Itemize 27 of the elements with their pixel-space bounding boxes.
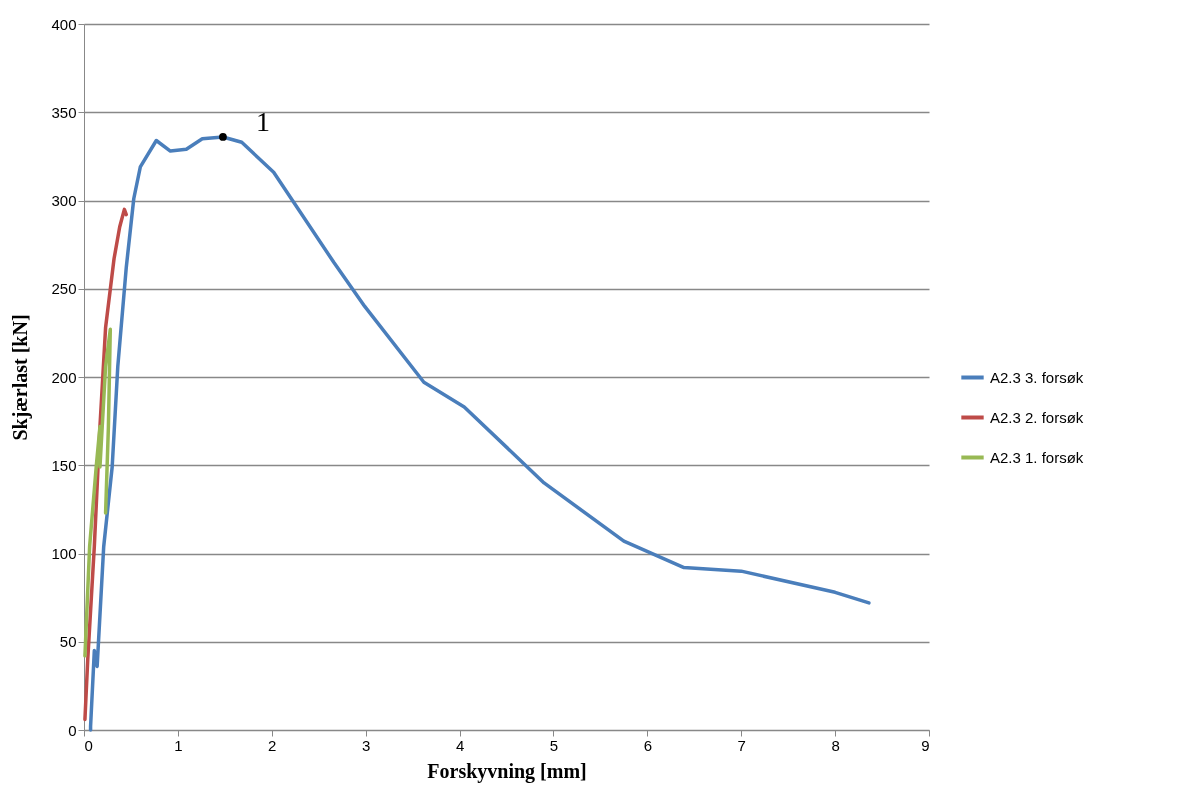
x-tick-label: 5 bbox=[549, 736, 559, 754]
x-tick-label: 7 bbox=[737, 736, 746, 754]
line-series bbox=[83, 207, 128, 722]
y-tick-label: 400 bbox=[51, 15, 77, 33]
x-tick-label: 3 bbox=[361, 736, 371, 754]
x-tick-label: 9 bbox=[921, 736, 930, 754]
x-tick-label: 8 bbox=[831, 736, 840, 754]
y-tick-label: 200 bbox=[51, 368, 77, 386]
line-series bbox=[83, 327, 113, 658]
annotation: 1 bbox=[255, 105, 270, 137]
y-tick-label: 50 bbox=[59, 633, 77, 651]
y-tick-label: 300 bbox=[51, 192, 77, 209]
x-tick-label: 4 bbox=[455, 736, 465, 754]
y-tick-label: 0 bbox=[68, 721, 77, 739]
x-tick-label: 2 bbox=[268, 736, 277, 754]
y-axis-title: Skjærlast [kN] bbox=[9, 314, 33, 441]
x-tick-label: 1 bbox=[174, 736, 183, 754]
x-axis-title: Forskyvning [mm] bbox=[427, 759, 587, 783]
y-tick-label: 250 bbox=[51, 280, 77, 298]
legend-label: A2.3 1. forsøk bbox=[990, 448, 1084, 466]
y-tick-label: 150 bbox=[51, 456, 77, 474]
x-tick-label: 6 bbox=[643, 736, 653, 754]
x-tick-label: 0 bbox=[84, 736, 93, 754]
y-tick-label: 350 bbox=[51, 103, 77, 121]
y-tick-label: 100 bbox=[51, 545, 77, 562]
legend-label: A2.3 2. forsøk bbox=[990, 408, 1084, 426]
legend-label: A2.3 3. forsøk bbox=[990, 368, 1084, 386]
